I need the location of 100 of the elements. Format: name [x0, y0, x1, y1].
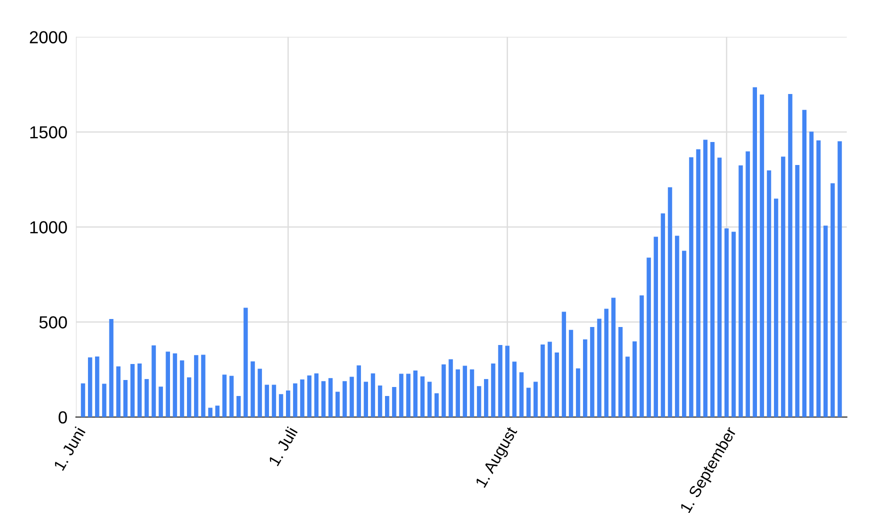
bar	[321, 381, 326, 418]
bar	[222, 374, 227, 418]
bar	[264, 384, 270, 418]
bar	[123, 380, 128, 418]
bar	[300, 379, 304, 418]
bar	[448, 359, 453, 418]
y-tick-label: 500	[39, 316, 67, 328]
bar	[732, 232, 736, 418]
bar	[823, 226, 828, 418]
bar	[406, 374, 410, 418]
bar	[201, 354, 206, 418]
bar	[526, 388, 531, 418]
bar	[102, 384, 106, 418]
bar	[180, 360, 184, 418]
bar	[505, 346, 510, 418]
bar	[576, 368, 580, 418]
bar	[625, 356, 630, 418]
bar	[660, 213, 666, 418]
bar	[674, 236, 680, 418]
bar	[314, 373, 319, 418]
bar	[250, 361, 255, 418]
bar	[654, 236, 658, 418]
bar	[838, 141, 842, 418]
bar	[399, 374, 404, 418]
bar	[286, 390, 290, 418]
bar	[568, 330, 574, 418]
bar	[137, 363, 142, 418]
bar	[229, 376, 234, 418]
bar	[236, 396, 241, 418]
bar	[109, 318, 114, 418]
bar	[809, 132, 814, 418]
bar	[215, 406, 220, 418]
y-tick-label: 1000	[30, 221, 67, 234]
bar	[498, 345, 502, 418]
bar	[342, 381, 347, 418]
bar	[364, 382, 368, 418]
bar	[144, 379, 149, 418]
bar	[272, 384, 276, 418]
bar	[293, 383, 298, 418]
bar	[668, 187, 672, 418]
bar	[752, 87, 757, 418]
bar	[456, 369, 460, 418]
bar	[774, 198, 778, 418]
bar	[696, 149, 700, 418]
bar	[172, 353, 178, 418]
bar	[611, 298, 616, 418]
bar	[442, 364, 446, 418]
bar	[370, 373, 376, 418]
bar	[470, 369, 474, 418]
bar	[781, 156, 786, 418]
bar	[462, 366, 468, 418]
bar	[328, 378, 333, 418]
bar	[186, 377, 192, 418]
bar	[540, 344, 545, 418]
bar	[484, 379, 488, 418]
bar	[378, 386, 382, 418]
bar	[491, 363, 496, 418]
bar	[258, 368, 262, 418]
bar	[385, 396, 390, 418]
bar	[788, 94, 792, 418]
bar	[562, 312, 566, 418]
bar	[427, 382, 432, 418]
bar	[130, 364, 135, 418]
bar	[604, 308, 608, 418]
bar	[88, 357, 92, 418]
bar	[760, 94, 764, 418]
bar	[703, 140, 708, 418]
bar	[724, 228, 729, 418]
bar	[717, 158, 722, 418]
bar	[830, 183, 835, 418]
bar	[476, 386, 482, 418]
bar	[116, 366, 121, 418]
bar	[512, 362, 517, 418]
bar	[356, 365, 361, 418]
bar	[392, 387, 396, 418]
bar	[682, 250, 686, 418]
bar	[590, 326, 594, 418]
bar	[158, 386, 163, 418]
bar	[194, 355, 198, 418]
bar	[746, 151, 750, 418]
bar	[632, 341, 637, 418]
bar	[534, 382, 538, 418]
bar	[278, 394, 284, 418]
bar	[766, 170, 772, 418]
x-tick-label: 1. Juli	[268, 426, 298, 466]
bar	[597, 318, 602, 418]
bar	[519, 372, 524, 418]
bar	[244, 308, 248, 418]
bar	[350, 376, 354, 418]
bar	[420, 376, 425, 418]
bar	[738, 165, 743, 418]
bar	[548, 342, 552, 418]
bar	[554, 352, 559, 418]
bar	[583, 339, 588, 418]
bar	[413, 370, 418, 418]
y-tick-label: 2000	[30, 31, 67, 44]
y-tick-label: 0	[58, 411, 67, 424]
bar	[95, 356, 100, 418]
bar	[689, 157, 694, 418]
bar	[208, 408, 212, 418]
